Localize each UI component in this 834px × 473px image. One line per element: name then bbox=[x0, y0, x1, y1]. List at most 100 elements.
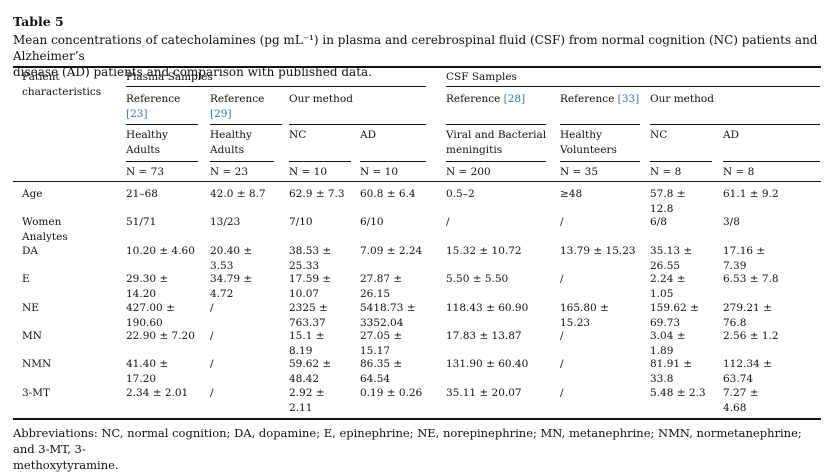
table-cell: 7.39 bbox=[723, 260, 747, 272]
table-cell: 62.9 ± 7.3 bbox=[289, 188, 345, 200]
header-sample-size: N = 10 bbox=[289, 166, 328, 178]
row-label: NE bbox=[22, 302, 39, 314]
subgroup-rule bbox=[723, 161, 820, 162]
footnote-line: methoxytyramine. bbox=[13, 458, 119, 472]
table-cell: 427.00 ± bbox=[126, 302, 175, 314]
table-cell: 7.09 ± 2.24 bbox=[360, 245, 423, 257]
header-subgroup: Healthy bbox=[126, 129, 168, 141]
header-subgroup: AD bbox=[723, 129, 740, 141]
row-label: Age bbox=[22, 188, 43, 200]
reference-rule bbox=[560, 124, 640, 125]
table-cell: ≥48 bbox=[560, 188, 583, 200]
table-cell: 20.40 ± bbox=[210, 245, 253, 257]
table-cell: 131.90 ± 60.40 bbox=[446, 358, 529, 370]
table-cell: 2.92 ± bbox=[289, 387, 325, 399]
subgroup-rule bbox=[650, 161, 712, 162]
header-patient-characteristics: Patient bbox=[22, 71, 60, 83]
table-cell: 81.91 ± bbox=[650, 358, 693, 370]
table-cell: / bbox=[210, 358, 214, 370]
row-label: DA bbox=[22, 245, 39, 257]
table-footnote: Abbreviations: NC, normal cognition; DA,… bbox=[13, 425, 813, 473]
header-csf-samples: CSF Samples bbox=[446, 71, 517, 83]
table-cell: 22.90 ± 7.20 bbox=[126, 330, 195, 342]
header-sample-size: N = 23 bbox=[210, 166, 249, 178]
table-cell: 10.07 bbox=[289, 288, 320, 300]
table-cell: 0.5–2 bbox=[446, 188, 475, 200]
table-cell: 15.1 ± bbox=[289, 330, 325, 342]
header-sample-size: N = 200 bbox=[446, 166, 491, 178]
table-cell: 27.87 ± bbox=[360, 273, 403, 285]
table-cell: / bbox=[446, 216, 450, 228]
header-plasma-reference: Reference bbox=[210, 93, 265, 105]
table-cell: 5.48 ± 2.3 bbox=[650, 387, 706, 399]
table-cell: 38.53 ± bbox=[289, 245, 332, 257]
subgroup-rule bbox=[360, 161, 426, 162]
table-cell: / bbox=[560, 216, 564, 228]
header-sample-size: N = 8 bbox=[650, 166, 682, 178]
table-cell: 6.53 ± 7.8 bbox=[723, 273, 779, 285]
header-sample-size: N = 10 bbox=[360, 166, 399, 178]
table-cell: / bbox=[560, 387, 564, 399]
subgroup-rule bbox=[560, 161, 640, 162]
table-cell: 27.05 ± bbox=[360, 330, 403, 342]
subgroup-rule bbox=[446, 161, 546, 162]
header-csf-reference: Reference [28] bbox=[446, 92, 525, 107]
table-cell: / bbox=[560, 358, 564, 370]
row-label: 3-MT bbox=[22, 387, 50, 399]
header-patient-characteristics: characteristics bbox=[22, 86, 102, 98]
caption-line: disease (AD) patients and comparison wit… bbox=[13, 65, 372, 79]
table-cell: 34.79 ± bbox=[210, 273, 253, 285]
reference-rule bbox=[289, 124, 426, 125]
reference-rule bbox=[126, 124, 198, 125]
reference-label: Reference bbox=[446, 93, 501, 105]
table-cell: 3.53 bbox=[210, 260, 234, 272]
subgroup-rule bbox=[289, 161, 351, 162]
table-cell: 17.83 ± 13.87 bbox=[446, 330, 522, 342]
table-cell: 17.16 ± bbox=[723, 245, 766, 257]
table-cell: 112.34 ± bbox=[723, 358, 772, 370]
bottom-rule bbox=[13, 418, 821, 420]
table-cell: 2325 ± bbox=[289, 302, 328, 314]
table-cell: 2.56 ± 1.2 bbox=[723, 330, 779, 342]
table-cell: 25.33 bbox=[289, 260, 320, 272]
table-cell: 57.8 ± bbox=[650, 188, 686, 200]
table-cell: 15.17 bbox=[360, 345, 391, 357]
table-cell: / bbox=[210, 302, 214, 314]
header-subgroup: Healthy bbox=[560, 129, 602, 141]
header-subgroup: meningitis bbox=[446, 144, 503, 156]
row-label: MN bbox=[22, 330, 42, 342]
table-cell: 64.54 bbox=[360, 373, 391, 385]
header-plasma-reference: Reference bbox=[126, 93, 181, 105]
table-cell: 10.20 ± 4.60 bbox=[126, 245, 195, 257]
table-cell: 4.72 bbox=[210, 288, 234, 300]
row-label: Women bbox=[22, 216, 62, 228]
header-plasma-our-method: Our method bbox=[289, 93, 353, 105]
reference-label: Reference bbox=[560, 93, 615, 105]
table-cell: / bbox=[560, 273, 564, 285]
header-bottom-rule bbox=[13, 181, 821, 182]
reference-citation: [28] bbox=[503, 93, 526, 105]
table-cell: 35.11 ± 20.07 bbox=[446, 387, 522, 399]
table-title: Table 5 bbox=[13, 14, 64, 29]
table-cell: 13.79 ± 15.23 bbox=[560, 245, 636, 257]
table-cell: 165.80 ± bbox=[560, 302, 609, 314]
header-subgroup: Adults bbox=[210, 144, 245, 156]
header-plasma-samples: Plasma Samples bbox=[126, 71, 213, 83]
reference-citation: [33] bbox=[617, 93, 640, 105]
header-csf-our-method: Our method bbox=[650, 93, 714, 105]
table-cell: 3.04 ± bbox=[650, 330, 686, 342]
top-rule bbox=[13, 66, 821, 68]
table-cell: 1.89 bbox=[650, 345, 674, 357]
table-cell: 279.21 ± bbox=[723, 302, 772, 314]
table-cell: 51/71 bbox=[126, 216, 157, 228]
table-cell: / bbox=[210, 330, 214, 342]
table-cell: 5.50 ± 5.50 bbox=[446, 273, 509, 285]
plasma-group-rule bbox=[126, 86, 426, 87]
table-cell: 42.0 ± 8.7 bbox=[210, 188, 266, 200]
table-cell: 14.20 bbox=[126, 288, 157, 300]
table-cell: 59.62 ± bbox=[289, 358, 332, 370]
table-cell: 8.19 bbox=[289, 345, 313, 357]
header-sample-size: N = 8 bbox=[723, 166, 755, 178]
header-subgroup: Viral and Bacterial bbox=[446, 129, 547, 141]
table-cell: 2.34 ± 2.01 bbox=[126, 387, 189, 399]
